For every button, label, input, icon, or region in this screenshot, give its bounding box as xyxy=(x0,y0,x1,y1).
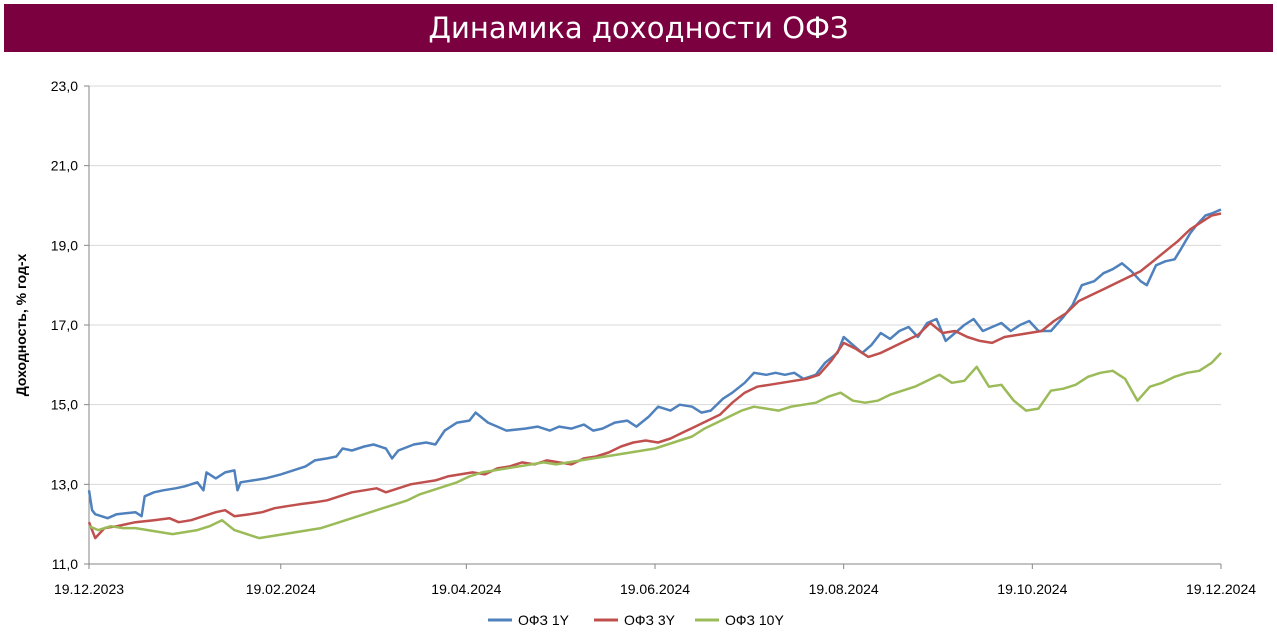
series-line-3 xyxy=(88,352,1222,540)
y-tick-label: 21,0 xyxy=(51,158,78,174)
legend-label-2: ОФЗ 3Y xyxy=(624,612,676,628)
y-tick-label: 19,0 xyxy=(51,237,78,253)
series-line-2 xyxy=(87,212,1222,540)
y-axis-label: Доходность, % год-х xyxy=(13,253,29,396)
x-tick-label: 19.06.2024 xyxy=(620,581,690,597)
y-tick-label: 13,0 xyxy=(51,476,78,492)
legend-label-1: ОФЗ 1Y xyxy=(518,612,570,628)
series-line-1 xyxy=(87,208,1222,520)
x-tick-label: 19.08.2024 xyxy=(809,581,879,597)
y-tick-label: 23,0 xyxy=(51,78,78,94)
x-tick-label: 19.12.2023 xyxy=(54,581,124,597)
y-tick-label: 11,0 xyxy=(52,556,78,572)
chart-title-bar: Динамика доходности ОФЗ xyxy=(4,4,1273,52)
x-tick-label: 19.10.2024 xyxy=(997,581,1067,597)
x-tick-label: 19.12.2024 xyxy=(1186,581,1256,597)
x-tick-label: 19.04.2024 xyxy=(431,581,501,597)
chart-title: Динамика доходности ОФЗ xyxy=(428,11,849,45)
y-tick-label: 15,0 xyxy=(51,397,78,413)
legend-label-3: ОФЗ 10Y xyxy=(725,612,784,628)
y-tick-label: 17,0 xyxy=(51,317,78,333)
x-tick-label: 19.02.2024 xyxy=(246,581,316,597)
